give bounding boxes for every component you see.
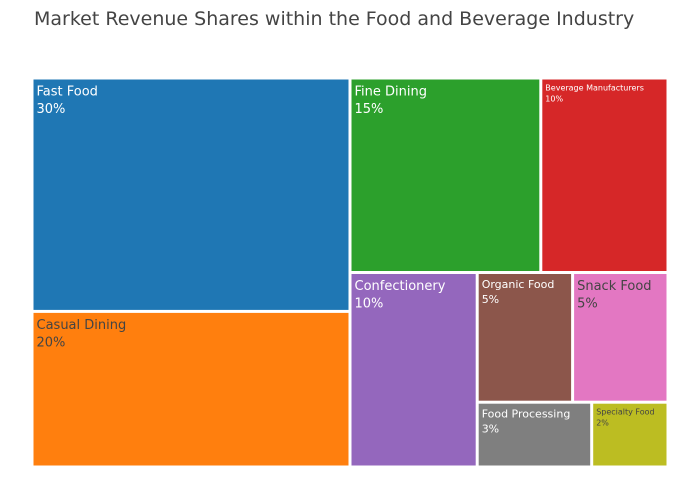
- tile-casual-dining[interactable]: Casual Dining 20%: [33, 312, 349, 466]
- tile-confectionery[interactable]: Confectionery 10%: [351, 274, 476, 466]
- tile-snack-food[interactable]: Snack Food 5%: [574, 274, 667, 401]
- tile-fast-food[interactable]: Fast Food 30%: [33, 79, 349, 310]
- tile-value-fine-dining: 15%: [355, 102, 384, 117]
- tile-rect-specialty-food[interactable]: [593, 403, 667, 466]
- tile-rect-confectionery[interactable]: [351, 274, 476, 466]
- tile-label-specialty-food: Specialty Food: [596, 408, 654, 417]
- tile-rect-food-processing[interactable]: [478, 403, 591, 466]
- tile-rect-fast-food[interactable]: [33, 79, 349, 310]
- tile-value-specialty-food: 2%: [596, 419, 609, 428]
- tile-value-casual-dining: 20%: [37, 335, 66, 350]
- tile-value-beverage-manufacturers: 10%: [545, 94, 563, 103]
- tile-fine-dining[interactable]: Fine Dining 15%: [351, 79, 540, 272]
- chart-title: Market Revenue Shares within the Food an…: [34, 8, 635, 30]
- tile-label-food-processing: Food Processing: [482, 408, 571, 421]
- tile-value-snack-food: 5%: [577, 297, 598, 312]
- tile-organic-food[interactable]: Organic Food 5%: [478, 274, 572, 401]
- tile-label-organic-food: Organic Food: [482, 278, 555, 291]
- tile-specialty-food[interactable]: Specialty Food 2%: [593, 403, 667, 466]
- tile-value-food-processing: 3%: [482, 423, 499, 436]
- tile-label-fast-food: Fast Food: [37, 85, 98, 100]
- tile-label-casual-dining: Casual Dining: [37, 318, 127, 333]
- tile-food-processing[interactable]: Food Processing 3%: [478, 403, 591, 466]
- tile-label-snack-food: Snack Food: [577, 279, 651, 294]
- tile-label-fine-dining: Fine Dining: [355, 85, 427, 100]
- tile-rect-snack-food[interactable]: [574, 274, 667, 401]
- tile-value-organic-food: 5%: [482, 293, 499, 306]
- tile-rect-casual-dining[interactable]: [33, 312, 349, 466]
- tile-value-fast-food: 30%: [37, 102, 66, 117]
- tile-label-confectionery: Confectionery: [355, 279, 446, 294]
- tile-rect-beverage-manufacturers[interactable]: [542, 79, 667, 272]
- tile-rect-fine-dining[interactable]: [351, 79, 540, 272]
- tile-rect-organic-food[interactable]: [478, 274, 572, 401]
- tile-label-beverage-manufacturers: Beverage Manufacturers: [545, 84, 644, 93]
- tile-value-confectionery: 10%: [355, 297, 384, 312]
